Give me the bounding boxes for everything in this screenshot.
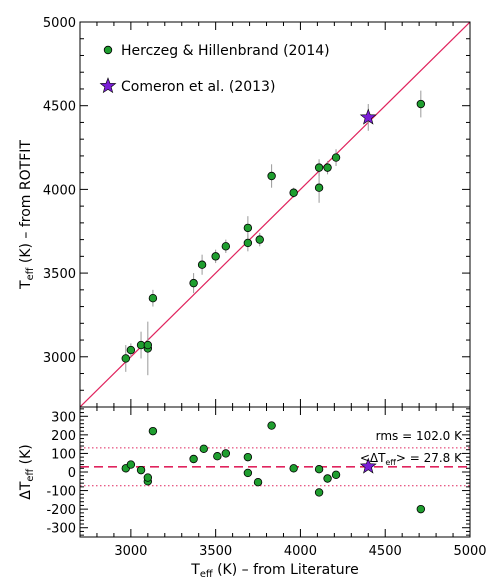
residual-point — [331, 470, 341, 479]
data-point — [143, 340, 153, 350]
data-point — [197, 260, 207, 269]
residual-point — [289, 464, 298, 473]
bottom-x-tick-label: 3000 — [114, 544, 147, 559]
residual-point — [243, 452, 253, 462]
top-y-axis-label: Teff (K) – from ROTFIT — [18, 140, 36, 290]
bottom-x-tick-label: 3500 — [199, 544, 232, 559]
bottom-y-tick-label: 300 — [51, 410, 76, 425]
data-point — [221, 242, 231, 251]
data-point-star — [359, 108, 377, 125]
data-point — [243, 223, 253, 233]
data-point — [331, 153, 341, 162]
data-point — [289, 188, 298, 197]
bottom-y-tick-label: -100 — [46, 485, 76, 500]
data-point — [323, 163, 332, 172]
bottom-y-axis-label: ΔTeff (K) — [18, 444, 36, 499]
residual-point — [416, 504, 426, 514]
bottom-x-tick-label: 4000 — [284, 544, 317, 559]
top-y-tick-label: 4500 — [43, 100, 76, 115]
bottom-y-tick-label: 200 — [51, 429, 76, 444]
data-point — [314, 183, 324, 192]
bottom-y-tick-label: -300 — [46, 522, 76, 537]
residual-point — [189, 454, 198, 464]
bottom-plot-area — [80, 421, 470, 514]
rms-annotation: rms = 102.0 K — [376, 429, 464, 443]
top-y-tick-label: 3500 — [43, 267, 76, 282]
data-point — [267, 171, 276, 181]
bottom-x-tick-label: 4500 — [369, 544, 402, 559]
data-point — [148, 293, 158, 303]
residual-point — [126, 460, 136, 469]
residual-point — [323, 474, 332, 483]
x-axis-label: Teff (K) – from Literature — [190, 562, 358, 580]
data-point — [126, 345, 136, 355]
data-point — [121, 354, 130, 363]
top-y-tick-label: 3000 — [43, 351, 76, 366]
top-y-tick-label: 5000 — [43, 16, 76, 31]
legend-label-comeron: Comeron et al. (2013) — [121, 79, 275, 95]
data-point — [314, 163, 324, 172]
residual-point — [136, 465, 146, 475]
top-y-tick-label: 4000 — [43, 183, 76, 198]
legend-marker-star — [99, 77, 117, 94]
residual-point — [243, 468, 253, 478]
top-plot-area — [80, 22, 470, 407]
residual-point — [221, 449, 231, 458]
data-point — [211, 252, 220, 261]
residual-point — [314, 465, 324, 474]
bottom-x-tick-label: 5000 — [453, 544, 486, 559]
bottom-y-tick-label: -200 — [46, 503, 76, 518]
bottom-y-tick-label: 100 — [51, 447, 76, 462]
mean-annotation: <ΔTeff> = 27.8 K — [360, 451, 463, 467]
data-point — [189, 278, 198, 288]
legend-marker-circle — [103, 45, 113, 55]
bottom-y-tick-label: 0 — [68, 466, 76, 481]
residual-point — [213, 452, 222, 461]
residual-point — [143, 473, 153, 482]
data-point — [255, 235, 264, 244]
residual-point — [253, 478, 263, 487]
residual-point — [267, 421, 276, 430]
data-point — [243, 238, 253, 248]
legend-label-herczeg: Herczeg & Hillenbrand (2014) — [121, 43, 330, 59]
data-point — [416, 99, 426, 109]
residual-point — [314, 488, 324, 497]
residual-point — [148, 426, 158, 436]
residual-point-star — [359, 457, 377, 474]
residual-point — [199, 444, 208, 453]
